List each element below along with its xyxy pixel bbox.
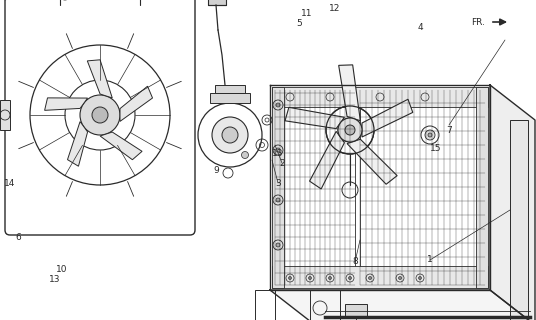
Circle shape bbox=[92, 107, 108, 123]
Circle shape bbox=[222, 127, 238, 143]
Bar bbox=[345, 304, 367, 318]
Bar bbox=[476, 87, 488, 288]
Text: 6: 6 bbox=[15, 233, 21, 242]
Text: 13: 13 bbox=[49, 276, 61, 284]
Polygon shape bbox=[44, 98, 87, 110]
Circle shape bbox=[348, 276, 352, 279]
Circle shape bbox=[212, 117, 248, 153]
Circle shape bbox=[345, 125, 355, 135]
Polygon shape bbox=[339, 65, 360, 121]
Text: 1: 1 bbox=[427, 255, 433, 265]
Polygon shape bbox=[87, 60, 112, 98]
Text: 11: 11 bbox=[301, 9, 312, 18]
Polygon shape bbox=[310, 132, 345, 189]
Circle shape bbox=[338, 118, 362, 142]
Polygon shape bbox=[120, 86, 153, 121]
Bar bbox=[208, 0, 226, 5]
Text: 9: 9 bbox=[213, 165, 219, 174]
Circle shape bbox=[425, 130, 435, 140]
Circle shape bbox=[419, 276, 421, 279]
Circle shape bbox=[276, 198, 280, 202]
Bar bbox=[310, 290, 340, 320]
Circle shape bbox=[398, 276, 401, 279]
Circle shape bbox=[276, 243, 280, 247]
Bar bbox=[272, 266, 488, 288]
Circle shape bbox=[329, 276, 331, 279]
Bar bbox=[272, 87, 488, 107]
Bar bbox=[275, 90, 355, 285]
Text: 12: 12 bbox=[329, 4, 341, 12]
Polygon shape bbox=[347, 139, 397, 184]
Text: 8: 8 bbox=[352, 258, 358, 267]
Text: 10: 10 bbox=[56, 266, 68, 275]
Bar bbox=[255, 290, 275, 320]
Circle shape bbox=[368, 276, 371, 279]
Text: 3: 3 bbox=[275, 179, 281, 188]
Text: 13: 13 bbox=[272, 148, 284, 157]
Circle shape bbox=[242, 151, 249, 158]
Circle shape bbox=[276, 148, 280, 152]
Text: 14: 14 bbox=[4, 179, 16, 188]
Polygon shape bbox=[270, 290, 535, 320]
Text: 7: 7 bbox=[446, 125, 452, 134]
Bar bbox=[272, 87, 284, 288]
Bar bbox=[510, 120, 528, 320]
Bar bbox=[215, 85, 245, 93]
Text: 15: 15 bbox=[430, 143, 442, 153]
Circle shape bbox=[288, 276, 292, 279]
Circle shape bbox=[428, 133, 432, 137]
Text: FR.: FR. bbox=[471, 18, 485, 27]
Polygon shape bbox=[68, 122, 87, 166]
Bar bbox=[0, 100, 10, 130]
Text: 4: 4 bbox=[417, 22, 423, 31]
Circle shape bbox=[276, 103, 280, 107]
Bar bbox=[360, 90, 485, 285]
Polygon shape bbox=[285, 107, 345, 129]
Text: 2: 2 bbox=[279, 158, 285, 167]
Circle shape bbox=[338, 118, 362, 142]
Polygon shape bbox=[100, 132, 142, 160]
Text: 5: 5 bbox=[296, 19, 302, 28]
Polygon shape bbox=[362, 99, 413, 137]
Circle shape bbox=[80, 95, 120, 135]
Bar bbox=[210, 93, 250, 103]
Circle shape bbox=[309, 276, 311, 279]
Polygon shape bbox=[490, 85, 535, 320]
Circle shape bbox=[345, 125, 355, 135]
